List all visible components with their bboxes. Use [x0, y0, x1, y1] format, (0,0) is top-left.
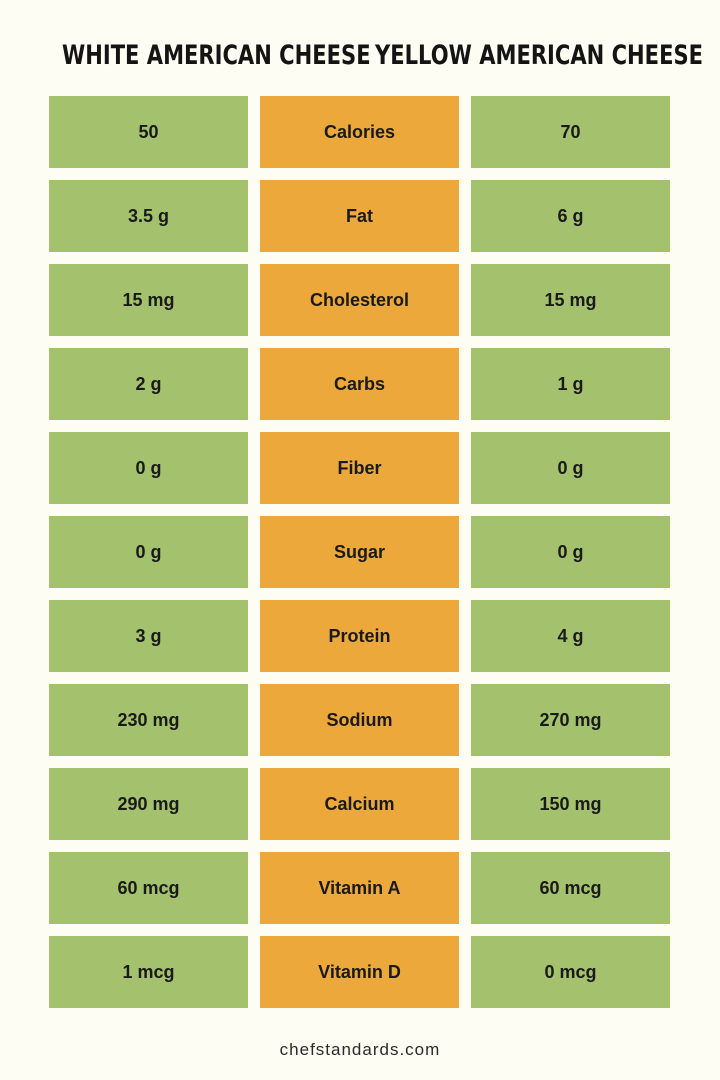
table-row: 60 mcg Vitamin A 60 mcg: [49, 852, 671, 924]
nutrition-comparison-table: 50 Calories 70 3.5 g Fat 6 g 15 mg Chole…: [49, 96, 671, 1020]
table-row: 0 g Sugar 0 g: [49, 516, 671, 588]
white-cheese-value: 230 mg: [49, 684, 248, 756]
white-cheese-value: 3 g: [49, 600, 248, 672]
yellow-cheese-value: 6 g: [471, 180, 670, 252]
table-row: 1 mcg Vitamin D 0 mcg: [49, 936, 671, 1008]
table-row: 230 mg Sodium 270 mg: [49, 684, 671, 756]
yellow-cheese-value: 15 mg: [471, 264, 670, 336]
white-cheese-value: 1 mcg: [49, 936, 248, 1008]
yellow-cheese-title: YELLOW AMERICAN CHEESE: [375, 40, 704, 71]
yellow-cheese-value: 70: [471, 96, 670, 168]
nutrient-label: Fat: [260, 180, 459, 252]
yellow-cheese-value: 60 mcg: [471, 852, 670, 924]
table-row: 3.5 g Fat 6 g: [49, 180, 671, 252]
yellow-cheese-value: 4 g: [471, 600, 670, 672]
yellow-cheese-value: 1 g: [471, 348, 670, 420]
nutrient-label: Sugar: [260, 516, 459, 588]
table-row: 3 g Protein 4 g: [49, 600, 671, 672]
comparison-header: WHITE AMERICAN CHEESE YELLOW AMERICAN CH…: [0, 36, 720, 76]
nutrient-label: Fiber: [260, 432, 459, 504]
nutrient-label: Calories: [260, 96, 459, 168]
white-cheese-title: WHITE AMERICAN CHEESE: [62, 40, 371, 71]
yellow-cheese-value: 270 mg: [471, 684, 670, 756]
nutrient-label: Sodium: [260, 684, 459, 756]
table-row: 2 g Carbs 1 g: [49, 348, 671, 420]
white-cheese-value: 2 g: [49, 348, 248, 420]
white-cheese-value: 3.5 g: [49, 180, 248, 252]
nutrient-label: Vitamin D: [260, 936, 459, 1008]
table-row: 15 mg Cholesterol 15 mg: [49, 264, 671, 336]
white-cheese-value: 0 g: [49, 516, 248, 588]
white-cheese-value: 290 mg: [49, 768, 248, 840]
yellow-cheese-value: 0 mcg: [471, 936, 670, 1008]
nutrient-label: Calcium: [260, 768, 459, 840]
yellow-cheese-value: 0 g: [471, 432, 670, 504]
white-cheese-value: 15 mg: [49, 264, 248, 336]
nutrient-label: Vitamin A: [260, 852, 459, 924]
site-footer: chefstandards.com: [279, 1040, 441, 1059]
white-cheese-value: 50: [49, 96, 248, 168]
table-row: 290 mg Calcium 150 mg: [49, 768, 671, 840]
table-row: 0 g Fiber 0 g: [49, 432, 671, 504]
nutrient-label: Carbs: [260, 348, 459, 420]
yellow-cheese-value: 0 g: [471, 516, 670, 588]
nutrient-label: Cholesterol: [260, 264, 459, 336]
table-row: 50 Calories 70: [49, 96, 671, 168]
yellow-cheese-value: 150 mg: [471, 768, 670, 840]
nutrient-label: Protein: [260, 600, 459, 672]
white-cheese-value: 60 mcg: [49, 852, 248, 924]
white-cheese-value: 0 g: [49, 432, 248, 504]
